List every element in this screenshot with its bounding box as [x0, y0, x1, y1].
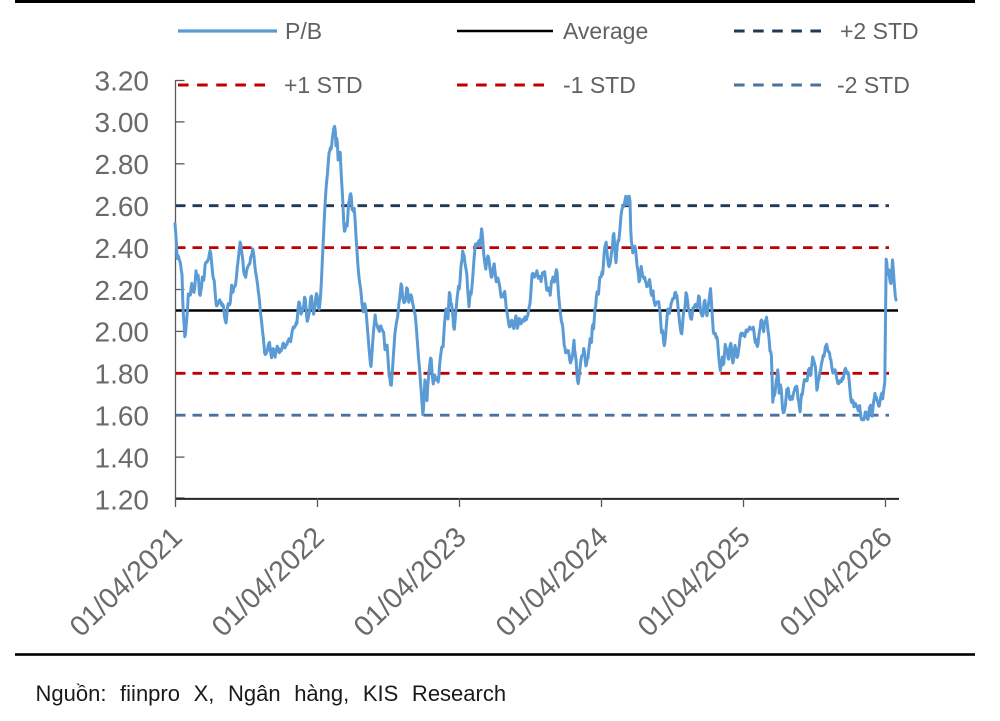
svg-text:-2 STD: -2 STD [837, 72, 910, 98]
svg-text:+2 STD: +2 STD [840, 18, 919, 44]
svg-text:P/B: P/B [285, 18, 322, 44]
svg-text:2.20: 2.20 [95, 275, 150, 306]
svg-text:1.40: 1.40 [95, 442, 150, 473]
svg-text:2.00: 2.00 [95, 317, 150, 348]
svg-text:2.60: 2.60 [95, 191, 150, 222]
svg-text:3.20: 3.20 [95, 65, 150, 96]
svg-text:Average: Average [563, 18, 648, 44]
svg-text:3.00: 3.00 [95, 107, 150, 138]
svg-text:Nguồn: fiinpro X, Ngân hàng, K: Nguồn: fiinpro X, Ngân hàng, KIS Researc… [36, 681, 507, 706]
svg-text:+1 STD: +1 STD [284, 72, 363, 98]
svg-text:2.80: 2.80 [95, 149, 150, 180]
svg-text:1.60: 1.60 [95, 401, 150, 432]
svg-text:2.40: 2.40 [95, 233, 150, 264]
svg-text:1.20: 1.20 [95, 484, 150, 515]
svg-text:-1 STD: -1 STD [563, 72, 636, 98]
svg-text:1.80: 1.80 [95, 359, 150, 390]
